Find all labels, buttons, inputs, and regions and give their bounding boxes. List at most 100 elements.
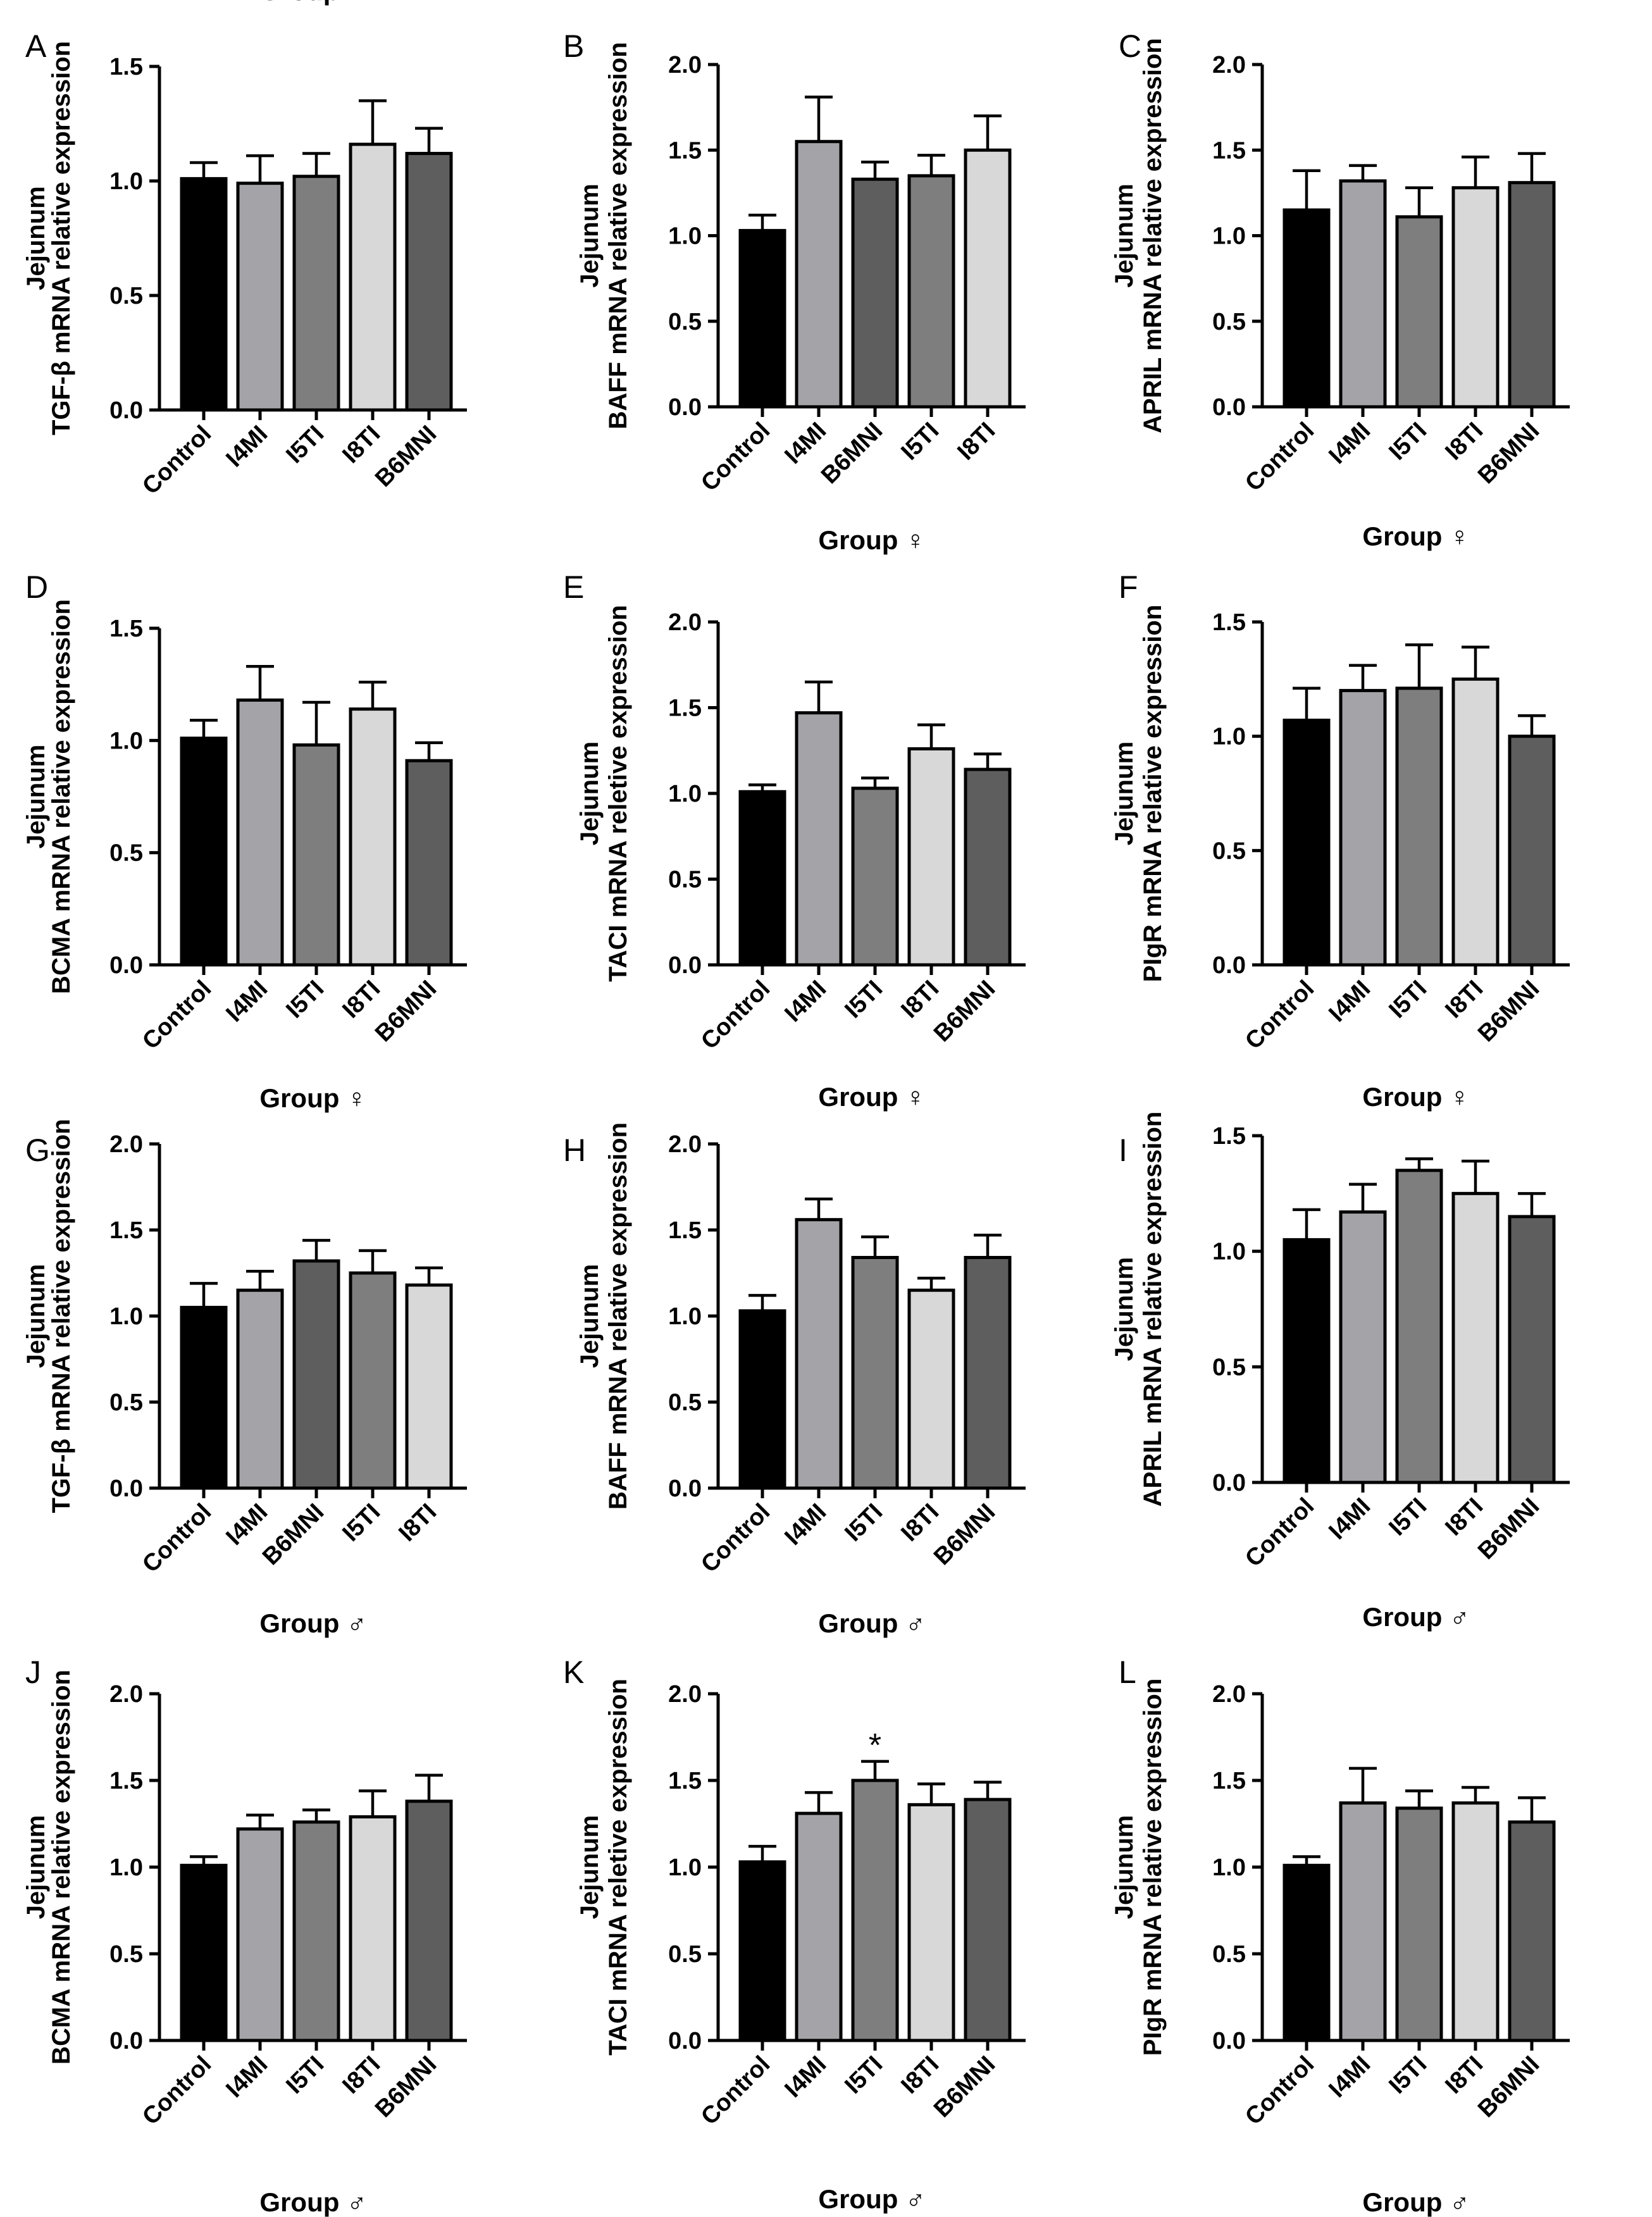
panel-h: H Jejunum BAFF mRNA relative expression 0.0… — [563, 1122, 1026, 1638]
x-tick-label-i5ti: I5TI — [840, 2051, 888, 2099]
y-tick-label: 0.0 — [668, 1475, 702, 1502]
x-tick-label-i4mi: I4MI — [221, 421, 273, 473]
bar-i4mi — [1339, 1801, 1387, 2042]
y-axis-title-line2: TGF-β mRNA relative expression — [47, 1119, 75, 1513]
bar-i4mi — [236, 698, 284, 967]
y-tick-label: 0.0 — [668, 394, 702, 421]
y-axis-title-line1: Jejunum — [576, 183, 604, 287]
x-tick-label-b6mni: B6MNI — [1473, 418, 1544, 489]
bar-i8ti — [964, 148, 1012, 409]
x-tick-label-i4mi: I4MI — [221, 976, 273, 1028]
panel-letter: K — [563, 1655, 584, 1690]
x-tick-label-b6mni: B6MNI — [929, 976, 1000, 1047]
bar-b6mni — [964, 1798, 1012, 2042]
panel-letter: L — [1119, 1655, 1136, 1690]
bar-i8ti — [907, 1288, 955, 1490]
panel-letter: H — [563, 1133, 586, 1168]
x-tick-label-i5ti: I5TI — [840, 1499, 888, 1547]
y-tick-label: 0.5 — [668, 867, 702, 893]
x-tick-label-i4mi: I4MI — [779, 2051, 831, 2103]
y-tick-label: 1.5 — [1212, 137, 1246, 164]
y-tick-label: 1.5 — [1212, 1768, 1246, 1794]
x-tick-label-control: Control — [137, 2051, 216, 2130]
significance-marker: * — [869, 1727, 881, 1764]
y-tick-label: 1.5 — [109, 54, 143, 80]
bar-i5ti — [851, 1256, 899, 1490]
x-tick-label-control: Control — [696, 418, 775, 497]
y-tick-label: 0.0 — [1212, 2028, 1246, 2054]
y-tick-label: 1.5 — [1212, 609, 1246, 636]
x-tick-label-i4mi: I4MI — [1324, 1493, 1376, 1545]
bar-i5ti — [907, 174, 955, 409]
bar-i5ti — [292, 743, 340, 967]
y-tick-label: 1.0 — [109, 728, 143, 754]
bar-b6mni — [1508, 1215, 1556, 1484]
y-axis-title-line2: PIgR mRNA relative expression — [1139, 605, 1167, 983]
x-tick-label-i8ti: I8TI — [1440, 418, 1488, 466]
y-tick-label: 2.0 — [668, 1131, 702, 1158]
bar-i5ti — [851, 1779, 899, 2042]
x-tick-label-control: Control — [1240, 976, 1319, 1055]
y-axis-title-line2: TACI mRNA reletive expression — [604, 1679, 632, 2056]
bar-i5ti — [851, 786, 899, 967]
x-tick-label-control: Control — [137, 421, 216, 500]
y-tick-label: 2.0 — [109, 1131, 143, 1158]
x-tick-label-control: Control — [1240, 1493, 1319, 1572]
x-tick-label-i4mi: I4MI — [1324, 2051, 1376, 2103]
bar-b6mni — [405, 759, 453, 967]
x-axis-title: Group ♂ — [1362, 2187, 1469, 2217]
x-tick-label-i4mi: I4MI — [779, 976, 831, 1028]
y-tick-label: 1.0 — [668, 223, 702, 250]
y-tick-label: 1.0 — [668, 1303, 702, 1330]
bar-i8ti — [907, 747, 955, 967]
x-tick-label-control: Control — [696, 2051, 775, 2130]
x-tick-label-i8ti: I8TI — [1440, 976, 1488, 1024]
y-axis-title-line2: BAFF mRNA relative expression — [604, 1122, 632, 1510]
y-tick-label: 2.0 — [668, 52, 702, 78]
x-axis-title: Group ♀ — [259, 0, 366, 6]
y-tick-label: 0.5 — [1212, 838, 1246, 864]
x-tick-label-i5ti: I5TI — [1384, 2051, 1432, 2099]
y-tick-label: 1.0 — [109, 168, 143, 195]
x-tick-label-control: Control — [1240, 2051, 1319, 2130]
bar-control — [1282, 1238, 1331, 1484]
bar-control — [738, 1309, 786, 1490]
y-tick-label: 1.0 — [668, 1854, 702, 1881]
bar-control — [738, 790, 786, 967]
x-tick-label-i5ti: I5TI — [281, 421, 329, 469]
y-axis-title-line1: Jejunum — [1110, 183, 1138, 287]
x-tick-label-i8ti: I8TI — [337, 2051, 385, 2099]
x-tick-label-i8ti: I8TI — [896, 2051, 944, 2099]
bar-i5ti — [349, 1271, 397, 1490]
bar-i4mi — [795, 140, 843, 409]
bar-control — [738, 228, 786, 409]
bar-control — [180, 1305, 228, 1490]
x-tick-label-i5ti: I5TI — [281, 2051, 329, 2099]
bar-i5ti — [1395, 1806, 1443, 2042]
panel-b: B Jejunum BAFF mRNA relative expression 0.0… — [563, 28, 1026, 555]
bar-b6mni — [405, 1799, 453, 2042]
bar-control — [1282, 718, 1331, 967]
y-axis-title-line1: Jejunum — [22, 1815, 50, 1919]
bar-i8ti — [907, 1803, 955, 2042]
x-tick-label-b6mni: B6MNI — [258, 1499, 329, 1570]
y-tick-label: 0.5 — [668, 1941, 702, 1968]
y-tick-label: 1.0 — [1212, 1854, 1246, 1881]
y-tick-label: 1.5 — [109, 616, 143, 642]
bar-control — [180, 736, 228, 967]
y-axis-title-line1: Jejunum — [22, 745, 50, 848]
y-axis-title-line2: BCMA mRNA relative expression — [47, 1670, 75, 2065]
bar-i4mi — [795, 1218, 843, 1490]
y-axis-title-line2: BAFF mRNA relative expression — [604, 42, 632, 429]
panel-letter: F — [1119, 569, 1138, 605]
x-tick-label-b6mni: B6MNI — [929, 2051, 1000, 2123]
y-tick-label: 1.0 — [109, 1854, 143, 1881]
y-tick-label: 1.0 — [668, 781, 702, 807]
y-tick-label: 1.0 — [1212, 724, 1246, 750]
x-tick-label-b6mni: B6MNI — [929, 1499, 1000, 1570]
x-axis-title: Group ♀ — [1362, 1082, 1469, 1112]
x-axis-title: Group ♂ — [259, 1608, 366, 1638]
y-axis-title-line1: Jejunum — [22, 186, 50, 290]
